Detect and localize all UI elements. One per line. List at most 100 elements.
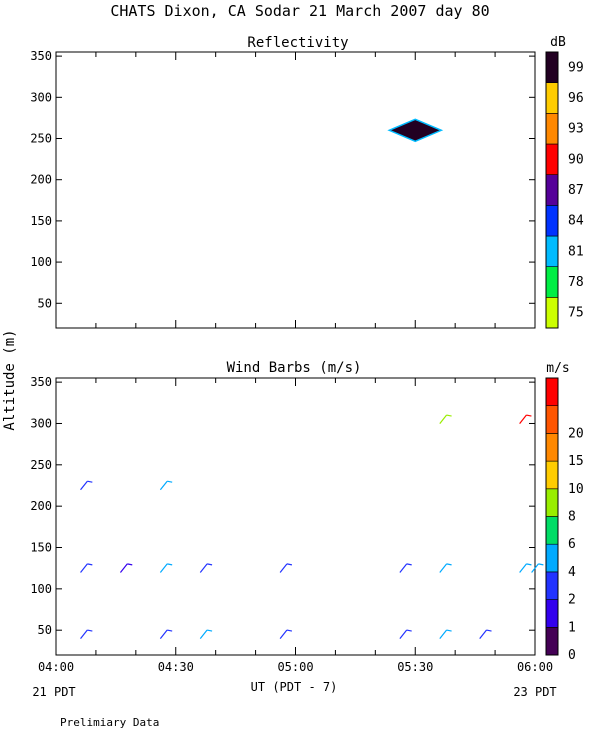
y-tick-label: 50 [38, 623, 52, 637]
wind-barbs-panel: 50 100 150 200 250 300 350 04:00 04:30 05:00 05:30… [30, 375, 553, 674]
wind-barb-feather [526, 414, 532, 417]
colorbar-tick-label: 15 [568, 454, 584, 469]
y-tick-label: 300 [30, 416, 52, 430]
wind-barb [479, 629, 492, 639]
y-axis-label: Altitude (m) [2, 329, 18, 430]
left-date-label: 21 PDT [32, 685, 75, 699]
colorbar-tick-label: 10 [568, 482, 584, 497]
wind-barb [80, 480, 93, 491]
wind-barb-feather [446, 563, 452, 566]
right-date-label: 23 PDT [513, 685, 556, 699]
colorbar-tick-label: 1 [568, 620, 576, 635]
wind-barb [199, 563, 213, 573]
colorbar-tick-label: 90 [568, 152, 584, 167]
colorbar-tick-label: 4 [568, 565, 576, 580]
wind-barb-shaft [199, 563, 208, 573]
x-tick-label: 05:00 [277, 660, 313, 674]
colorbar-segment [545, 51, 559, 83]
wind-barb [399, 563, 412, 573]
wind-barb-shaft [279, 563, 288, 573]
wind-barb-shaft [279, 629, 288, 639]
reflectivity-cell [387, 118, 444, 143]
y-tick-label: 250 [30, 458, 52, 472]
wind-barb-feather [206, 563, 213, 566]
colorbar-tick-label: 0 [568, 648, 576, 663]
colorbar-segment [545, 433, 559, 462]
y-tick-label: 100 [30, 255, 52, 269]
wind-barb [159, 629, 173, 639]
colorbar-tick-label: 78 [568, 275, 584, 290]
wind-barb-feather [406, 629, 412, 632]
colorbar-segment [545, 297, 559, 329]
colorbar-tick-label: 2 [568, 593, 576, 608]
wind-barb [399, 629, 412, 639]
y-tick-label: 250 [30, 132, 52, 146]
colorbar-segment [545, 599, 559, 628]
colorbar-tick-label: 87 [568, 183, 584, 198]
wind-barb-shaft [80, 563, 88, 573]
colorbar-tick-label: 81 [568, 244, 584, 259]
y-tick-label: 150 [30, 214, 52, 228]
x-tick-label: 04:30 [158, 660, 194, 674]
wind-barb [80, 629, 93, 639]
wind-barb [80, 563, 93, 573]
colorbar-tick-label: 20 [568, 426, 584, 441]
wind-barb-feather [167, 480, 173, 483]
wind-barb [519, 563, 532, 573]
wind-barb [159, 480, 173, 491]
colorbar-segment [545, 174, 559, 206]
wind-barb-shaft [159, 629, 168, 639]
wind-barb-feather [526, 563, 532, 566]
colorbar-segment [545, 405, 559, 434]
colorbar-segment [545, 543, 559, 573]
wind-barb-feather [286, 563, 293, 566]
colorbar-segment [545, 205, 559, 237]
wind-barb [439, 629, 452, 639]
colorbar-segment [545, 516, 559, 545]
reflectivity-title: Reflectivity [247, 35, 348, 51]
wind-barb [199, 629, 213, 639]
wind-barb-shaft [80, 629, 88, 639]
wind-barb [519, 414, 532, 425]
wind-barb-feather [87, 629, 93, 632]
y-tick-label: 300 [30, 90, 52, 104]
y-tick-label: 50 [38, 296, 52, 310]
wind-speed-colorbar: m/s 0 1 2 4 6 8 10 15 20 [545, 361, 584, 663]
wind-barb-shaft [519, 414, 527, 425]
colorbar-tick-label: 93 [568, 122, 584, 137]
colorbar-tick-label: 6 [568, 537, 576, 552]
wind-barb-feather [127, 563, 133, 566]
wind-barb-feather [538, 563, 544, 566]
wind-barb-feather [446, 629, 452, 632]
wind-barb [439, 563, 452, 573]
reflectivity-colorbar: dB 75 78 81 84 87 90 93 96 99 [545, 35, 584, 329]
colorbar-tick-label: 8 [568, 510, 576, 525]
colorbar-segment [545, 235, 559, 267]
x-axis-label: UT (PDT - 7) [251, 680, 338, 694]
colorbar-segment [545, 571, 559, 600]
colorbar-unit: dB [550, 35, 566, 50]
wind-barb [279, 563, 293, 573]
y-tick-label: 350 [30, 375, 52, 389]
wind-barb-shaft [399, 563, 408, 573]
wind-barb [159, 563, 173, 573]
wind-barb-feather [167, 629, 173, 632]
wind-barb [119, 563, 133, 573]
wind-barb-feather [167, 563, 173, 566]
wind-barb-shaft [159, 480, 168, 491]
wind-barb [439, 414, 452, 425]
colorbar-tick-label: 96 [568, 91, 584, 106]
colorbar-segment [545, 143, 559, 175]
colorbar-unit: m/s [546, 361, 569, 376]
y-tick-label: 200 [30, 499, 52, 513]
colorbar-segment [545, 377, 559, 407]
colorbar-frame [545, 377, 559, 656]
x-tick-label: 04:00 [38, 660, 74, 674]
plot-frame [55, 377, 536, 656]
colorbar-segment [545, 113, 559, 145]
colorbar-frame [545, 51, 559, 329]
wind-barb [531, 563, 544, 573]
colorbar-segment [545, 266, 559, 298]
footer-note: Prelimiary Data [60, 716, 159, 729]
